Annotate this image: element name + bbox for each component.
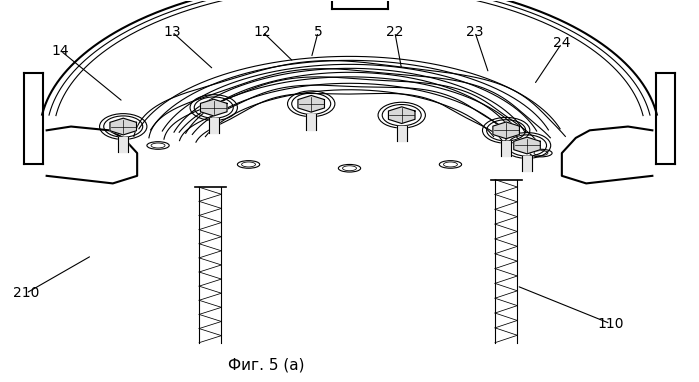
Polygon shape [389,107,415,123]
Text: 210: 210 [13,286,39,300]
Polygon shape [201,99,227,116]
Text: 5: 5 [314,25,322,39]
Text: 110: 110 [598,317,624,331]
Polygon shape [298,96,324,112]
Text: 24: 24 [553,36,570,50]
Text: 12: 12 [254,25,271,39]
Text: 22: 22 [386,25,403,39]
Text: Фиг. 5 (а): Фиг. 5 (а) [228,358,304,373]
Polygon shape [110,118,136,135]
Text: 23: 23 [466,25,484,39]
Text: 13: 13 [163,25,181,39]
Polygon shape [514,137,540,154]
Text: 14: 14 [52,44,69,58]
Polygon shape [493,122,519,139]
